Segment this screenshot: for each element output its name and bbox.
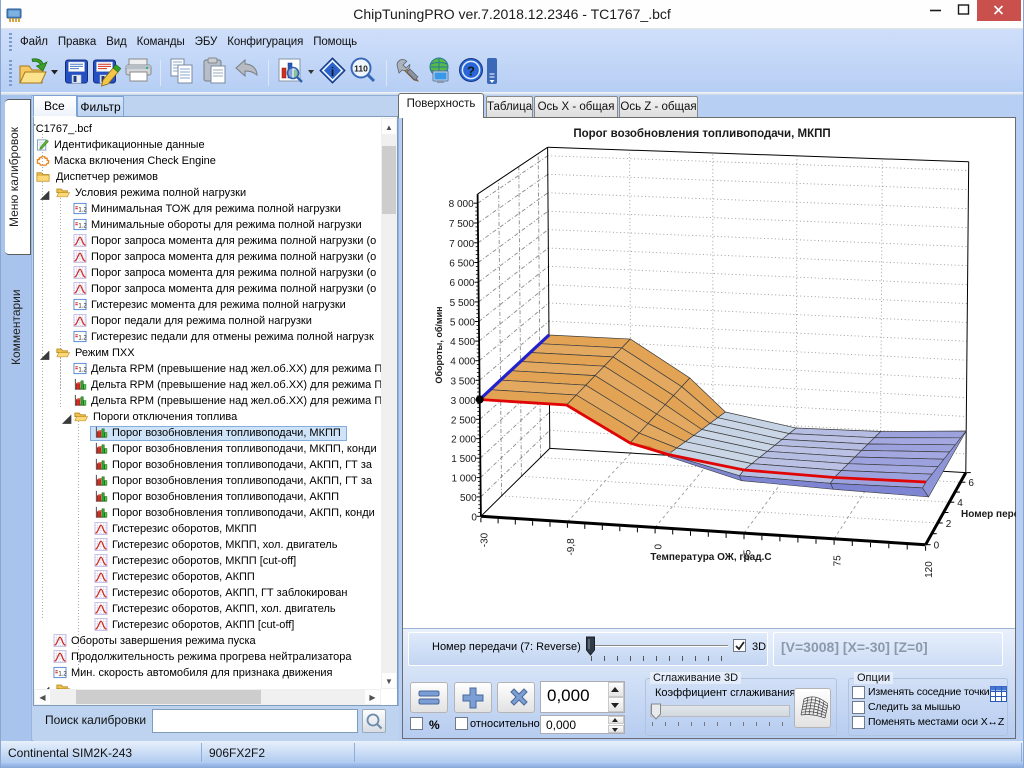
svg-text:6: 6	[968, 478, 974, 489]
svg-text:2 000: 2 000	[451, 435, 476, 446]
svg-text:Обороты, об/мин: Обороты, об/мин	[434, 306, 444, 383]
svg-text:0: 0	[934, 541, 940, 552]
svg-text:110: 110	[354, 64, 368, 74]
svg-text:5 000: 5 000	[450, 318, 475, 329]
svg-text:75: 75	[833, 555, 844, 567]
svg-text:-9,8: -9,8	[566, 538, 577, 556]
svg-text:0: 0	[654, 543, 665, 549]
svg-text:4 000: 4 000	[450, 357, 475, 368]
svg-text:Температура ОЖ, град.С: Температура ОЖ, град.С	[650, 552, 771, 563]
svg-text:6 500: 6 500	[449, 259, 474, 270]
svg-text:120: 120	[924, 561, 935, 578]
svg-text:4 500: 4 500	[450, 337, 475, 348]
svg-text:45: 45	[743, 549, 754, 561]
svg-text:2: 2	[946, 519, 952, 530]
svg-text:1.2: 1.2	[78, 223, 87, 229]
svg-text:3 500: 3 500	[450, 376, 475, 387]
svg-text:1.2: 1.2	[78, 207, 87, 213]
svg-text:5 500: 5 500	[450, 298, 475, 309]
svg-text:500: 500	[460, 493, 477, 504]
svg-text:1.2: 1.2	[78, 367, 87, 373]
svg-text:Номер передачи: Номер передачи	[961, 509, 1016, 520]
svg-text:1 000: 1 000	[451, 474, 476, 485]
svg-text:1 500: 1 500	[451, 454, 476, 465]
svg-text:8 000: 8 000	[449, 199, 474, 210]
svg-text:Порог возобновления топливопод: Порог возобновления топливоподачи, МКПП	[573, 128, 830, 140]
svg-text:-30: -30	[479, 532, 490, 547]
svg-text:7 000: 7 000	[449, 239, 474, 250]
svg-text:i: i	[331, 65, 334, 79]
svg-text:2 500: 2 500	[451, 415, 476, 426]
svg-text:6 000: 6 000	[449, 278, 474, 289]
svg-text:0: 0	[471, 512, 477, 523]
svg-text:7 500: 7 500	[449, 219, 474, 230]
svg-text:3 000: 3 000	[451, 396, 476, 407]
svg-text:?: ?	[467, 64, 475, 79]
svg-text:4: 4	[957, 498, 963, 509]
svg-text:1.2: 1.2	[58, 671, 67, 677]
svg-text:1.2: 1.2	[78, 303, 87, 309]
svg-text:1.2: 1.2	[78, 335, 87, 341]
